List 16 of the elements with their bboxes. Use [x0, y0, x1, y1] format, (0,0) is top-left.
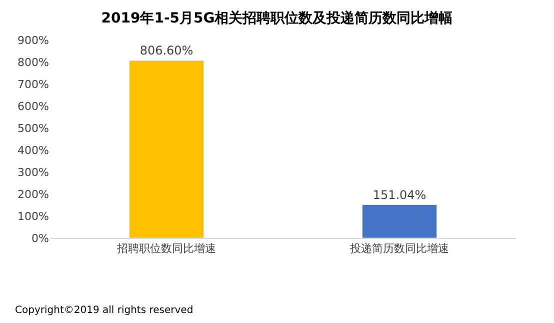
data-label: 151.04% — [372, 188, 426, 202]
y-tick-label: 400% — [18, 144, 49, 157]
data-label: 806.60% — [140, 44, 194, 58]
y-tick-label: 100% — [18, 210, 49, 223]
chart-title: 2019年1-5月5G相关招聘职位数及投递简历数同比增幅 — [101, 10, 453, 27]
y-tick-label: 300% — [18, 166, 49, 179]
y-tick-label: 0% — [32, 232, 49, 245]
y-tick-label: 700% — [18, 78, 49, 91]
y-tick-label: 800% — [18, 56, 49, 69]
y-tick-label: 600% — [18, 100, 49, 113]
y-tick-label: 500% — [18, 122, 49, 135]
x-tick-label: 投递简历数同比增速 — [349, 242, 449, 256]
y-tick-label: 200% — [18, 188, 49, 201]
text: Copyright©2019 all rights reserved — [15, 305, 194, 316]
x-tick-label: 招聘职位数同比增速 — [116, 242, 216, 256]
y-tick-label: 900% — [18, 34, 49, 47]
